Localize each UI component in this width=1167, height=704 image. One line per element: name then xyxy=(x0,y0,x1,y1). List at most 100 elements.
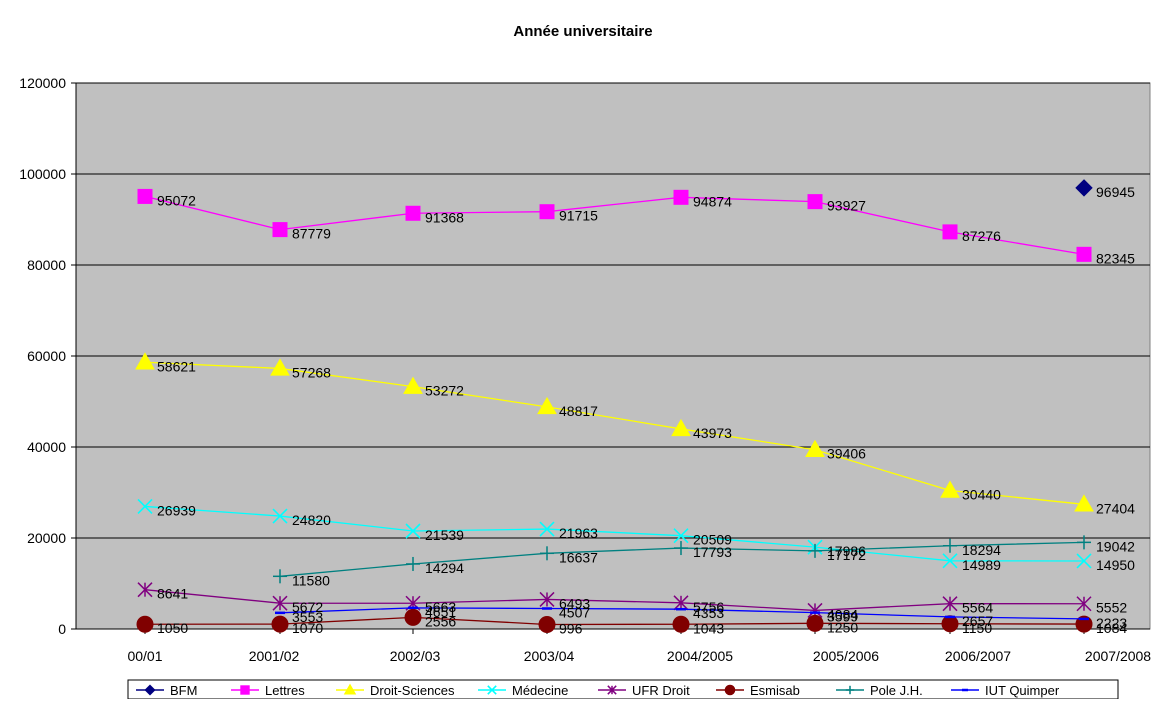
x-tick-label: 2004/2005 xyxy=(667,648,733,664)
data-label: 82345 xyxy=(1096,250,1135,266)
marker-x xyxy=(1076,553,1092,569)
marker-circle xyxy=(724,684,736,696)
marker-square xyxy=(673,189,689,205)
legend-label: UFR Droit xyxy=(632,683,690,698)
data-label: 17172 xyxy=(827,547,866,563)
marker-x xyxy=(405,523,421,539)
marker-star xyxy=(673,595,689,611)
x-axis: 00/01 2001/02 2002/03 2003/04 2004/2005 2005/… xyxy=(76,628,1151,664)
marker-x xyxy=(272,508,288,524)
legend-item: BFM xyxy=(136,683,197,698)
y-tick-label: 0 xyxy=(58,621,66,637)
marker-x xyxy=(137,498,153,514)
data-label: 91715 xyxy=(559,208,598,224)
data-label: 30440 xyxy=(962,486,1001,502)
data-labels: 96945 95072 87779 91368 91715 94874 93927 87276… xyxy=(157,184,1135,637)
data-label: 14989 xyxy=(962,557,1001,573)
legend-label: Lettres xyxy=(265,683,305,698)
data-label: 5672 xyxy=(292,599,323,615)
marker-plus xyxy=(406,556,420,571)
marker-circle xyxy=(941,615,959,633)
data-label: 48817 xyxy=(559,403,598,419)
data-label: 20509 xyxy=(693,532,732,548)
series-bfm xyxy=(1075,179,1093,197)
legend-label: Esmisab xyxy=(750,683,800,698)
marker-circle xyxy=(538,615,556,633)
data-label: 19042 xyxy=(1096,538,1135,554)
data-label: 21963 xyxy=(559,525,598,541)
legend-item: Esmisab xyxy=(716,683,800,698)
marker-stroke xyxy=(1076,553,1092,569)
marker-circle xyxy=(271,615,289,633)
marker-stroke xyxy=(487,685,497,695)
series-layer xyxy=(135,179,1094,633)
marker-stroke xyxy=(673,528,689,544)
legend-item: Lettres xyxy=(231,683,305,698)
marker-triangle xyxy=(805,439,825,457)
marker-circle xyxy=(404,608,422,626)
x-tick-label: 2006/2007 xyxy=(945,648,1011,664)
marker-triangle xyxy=(135,352,155,370)
legend-label: Droit-Sciences xyxy=(370,683,455,698)
data-label: 53272 xyxy=(425,383,464,399)
legend-item: IUT Quimper xyxy=(951,683,1060,698)
marker-stroke xyxy=(137,498,153,514)
marker-plus xyxy=(674,541,688,556)
x-tick-label: 2003/04 xyxy=(524,648,575,664)
data-label: 2223 xyxy=(1096,615,1127,631)
data-label: 87779 xyxy=(292,226,331,242)
marker-square xyxy=(942,224,958,240)
data-label: 94874 xyxy=(693,193,732,209)
marker-triangle xyxy=(537,396,557,415)
data-label: 996 xyxy=(559,620,583,636)
series-line xyxy=(144,195,1085,255)
legend-label: IUT Quimper xyxy=(985,683,1060,698)
marker-triangle xyxy=(671,418,691,437)
legend-label: BFM xyxy=(170,683,197,698)
y-tick-label: 60000 xyxy=(27,348,66,364)
data-label: 39406 xyxy=(827,446,866,462)
data-label: 17986 xyxy=(827,543,866,559)
data-label: 1050 xyxy=(157,620,188,636)
marker-triangle xyxy=(270,358,290,376)
marker-star xyxy=(272,595,288,611)
marker-diamond xyxy=(1075,179,1093,197)
data-label: 2556 xyxy=(425,613,456,629)
marker-x xyxy=(673,528,689,544)
data-label: 4651 xyxy=(425,604,456,620)
y-tick-label: 20000 xyxy=(27,530,66,546)
data-label: 8641 xyxy=(157,586,188,602)
marker-stroke xyxy=(405,523,421,539)
marker-stroke xyxy=(539,521,555,537)
series-lettres xyxy=(137,188,1092,262)
marker-plus xyxy=(943,538,957,553)
legend-item: UFR Droit xyxy=(598,683,690,698)
data-label: 2657 xyxy=(962,613,993,629)
data-label: 5564 xyxy=(962,600,993,616)
series-esmisab xyxy=(136,608,1093,633)
marker-circle xyxy=(806,614,824,632)
data-label: 1084 xyxy=(1096,620,1127,636)
data-label: 14950 xyxy=(1096,557,1135,573)
series-line xyxy=(144,616,1085,626)
y-tick-label: 80000 xyxy=(27,257,66,273)
marker-triangle xyxy=(343,683,357,695)
marker-star xyxy=(942,596,958,612)
data-label: 18294 xyxy=(962,542,1001,558)
marker-square xyxy=(807,194,823,210)
y-tick-label: 40000 xyxy=(27,439,66,455)
data-label: 5663 xyxy=(425,599,456,615)
data-label: 1043 xyxy=(693,620,724,636)
series-m-decine xyxy=(137,498,1092,569)
data-label: 96945 xyxy=(1096,184,1135,200)
marker-square xyxy=(272,222,288,238)
marker-circle xyxy=(136,615,154,633)
marker-x xyxy=(942,553,958,569)
data-label: 26939 xyxy=(157,502,196,518)
marker-stroke xyxy=(942,553,958,569)
x-tick-label: 2007/2008 xyxy=(1085,648,1151,664)
data-label: 1070 xyxy=(292,620,323,636)
chart-title: Année universitaire xyxy=(513,23,652,40)
